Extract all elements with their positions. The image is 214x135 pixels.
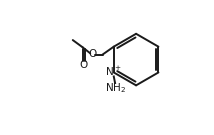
Text: N$^+$: N$^+$: [105, 65, 121, 78]
Text: NH$_2$: NH$_2$: [104, 81, 126, 95]
Text: O: O: [79, 60, 88, 70]
Text: O: O: [88, 49, 97, 59]
